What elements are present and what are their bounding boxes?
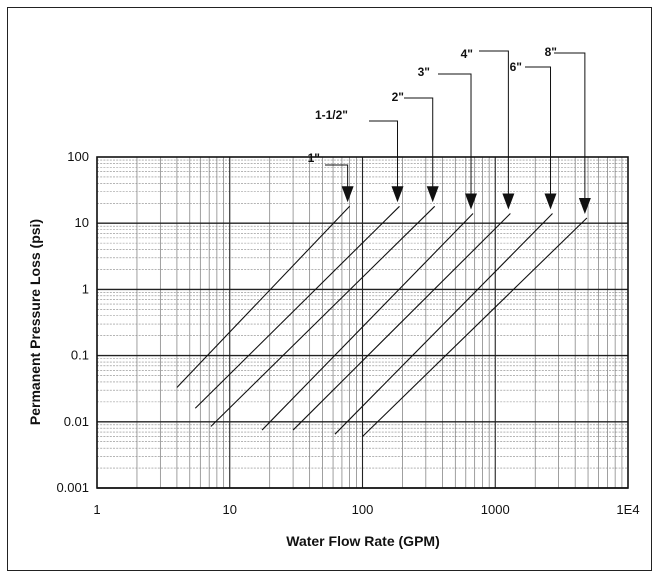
size-label: 8" — [545, 45, 557, 59]
y-tick-label: 0.001 — [56, 480, 89, 495]
series-line — [176, 205, 351, 388]
plot-area — [96, 156, 629, 489]
x-tick-label: 100 — [352, 502, 374, 517]
y-tick-label: 100 — [67, 149, 89, 164]
y-tick-label: 0.01 — [64, 414, 89, 429]
size-leader-line — [404, 97, 434, 191]
size-leader-line — [479, 50, 509, 198]
x-axis-label: Water Flow Rate (GPM) — [286, 533, 440, 549]
series-line — [194, 205, 400, 409]
x-tick-label: 1E4 — [616, 502, 639, 517]
y-tick-label: 10 — [75, 215, 89, 230]
size-leader-arrow — [391, 186, 404, 203]
size-leader-line — [525, 66, 552, 198]
series-line — [261, 213, 474, 431]
size-label: 3" — [418, 65, 430, 79]
size-leader-arrow — [341, 186, 354, 203]
size-leader-line — [554, 52, 586, 202]
size-leader-arrow — [544, 193, 557, 210]
size-label: 4" — [461, 47, 473, 61]
size-leader-arrow — [578, 197, 591, 214]
y-axis-label: Permanent Pressure Loss (psi) — [27, 219, 43, 425]
x-tick-label: 10 — [223, 502, 237, 517]
size-label: 1" — [308, 151, 320, 165]
x-tick-label: 1 — [93, 502, 100, 517]
size-leader-arrow — [502, 193, 515, 210]
y-tick-label: 0.1 — [71, 348, 89, 363]
series-line — [362, 217, 588, 437]
size-label: 1-1/2" — [315, 108, 348, 122]
size-label: 6" — [510, 60, 522, 74]
size-leader-line — [369, 120, 399, 191]
y-tick-label: 1 — [82, 281, 89, 296]
size-leader-arrow — [465, 193, 478, 210]
series-line — [334, 213, 553, 435]
x-tick-label: 1000 — [481, 502, 510, 517]
series-line — [210, 205, 436, 427]
size-leader-arrow — [426, 186, 439, 203]
size-label: 2" — [392, 90, 404, 104]
size-leader-line — [438, 73, 472, 198]
size-leader-line — [325, 164, 349, 191]
series-line — [292, 213, 511, 431]
